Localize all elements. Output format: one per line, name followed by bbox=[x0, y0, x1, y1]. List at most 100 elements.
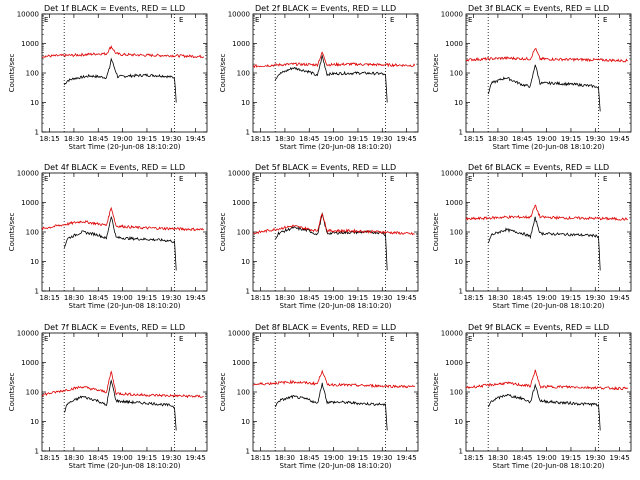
y-axis-label: Counts/sec bbox=[8, 54, 16, 93]
chart-panel: Det 1f BLACK = Events, RED = LLD E E 1 10 100… bbox=[8, 4, 208, 151]
x-tick-label: 19:30 bbox=[161, 454, 181, 462]
corner-marker: E bbox=[255, 335, 259, 343]
x-tick-label: 19:15 bbox=[348, 135, 368, 143]
chart-panel: Det 4f BLACK = Events, RED = LLD E E 1 10 100… bbox=[8, 163, 208, 310]
x-tick-label: 19:15 bbox=[561, 294, 581, 302]
y-tick-label: 1 bbox=[459, 448, 463, 456]
chart-title: Det 8f BLACK = Events, RED = LLD bbox=[255, 323, 396, 332]
x-tick-label: 18:45 bbox=[88, 454, 108, 462]
plot-frame bbox=[41, 13, 208, 133]
y-tick-label: 10000 bbox=[228, 11, 250, 19]
chart-title: Det 3f BLACK = Events, RED = LLD bbox=[468, 4, 609, 13]
y-axis-label: Counts/sec bbox=[432, 213, 440, 252]
y-tick-label: 1000 bbox=[21, 359, 39, 367]
y-tick-label: 10 bbox=[30, 258, 39, 266]
y-tick-label: 10000 bbox=[441, 330, 463, 338]
lld-series-line bbox=[465, 369, 629, 391]
plot-frame bbox=[465, 13, 632, 133]
x-tick-label: 19:15 bbox=[561, 454, 581, 462]
x-tick-label: 19:45 bbox=[610, 454, 630, 462]
corner-marker: E bbox=[390, 16, 394, 24]
corner-marker: E bbox=[179, 335, 183, 343]
corner-marker: E bbox=[44, 16, 48, 24]
y-tick-label: 10000 bbox=[17, 330, 39, 338]
y-axis-label: Counts/sec bbox=[8, 213, 16, 252]
x-tick-label: 19:30 bbox=[372, 294, 392, 302]
corner-marker: E bbox=[390, 335, 394, 343]
lld-series-line bbox=[41, 206, 204, 232]
events-series-line bbox=[63, 215, 177, 271]
x-tick-label: 18:15 bbox=[250, 454, 270, 462]
lld-series-line bbox=[41, 370, 204, 399]
x-axis-label: Start Time (20-Jun-08 18:10:20) bbox=[493, 462, 605, 470]
x-tick-label: 19:30 bbox=[585, 294, 605, 302]
y-tick-label: 100 bbox=[450, 70, 463, 78]
plot-frame bbox=[41, 172, 208, 292]
lld-series-line bbox=[465, 47, 628, 63]
x-tick-label: 19:30 bbox=[161, 135, 181, 143]
chart-title: Det 4f BLACK = Events, RED = LLD bbox=[44, 163, 185, 172]
y-tick-label: 1 bbox=[35, 448, 39, 456]
y-tick-label: 1000 bbox=[445, 359, 463, 367]
y-tick-label: 1 bbox=[246, 129, 250, 137]
lld-series-line bbox=[252, 212, 415, 236]
y-tick-label: 10 bbox=[241, 258, 250, 266]
x-tick-label: 18:15 bbox=[463, 294, 483, 302]
x-tick-label: 19:15 bbox=[348, 454, 368, 462]
x-tick-label: 19:45 bbox=[397, 135, 417, 143]
corner-marker: E bbox=[255, 175, 259, 183]
y-tick-label: 10 bbox=[454, 258, 463, 266]
y-tick-label: 10 bbox=[30, 99, 39, 107]
x-tick-label: 19:45 bbox=[397, 294, 417, 302]
chart-title: Det 2f BLACK = Events, RED = LLD bbox=[255, 4, 396, 13]
events-series-line bbox=[487, 383, 601, 431]
corner-marker: E bbox=[255, 16, 259, 24]
x-tick-label: 18:15 bbox=[39, 135, 59, 143]
y-tick-label: 1000 bbox=[21, 40, 39, 48]
y-tick-label: 100 bbox=[26, 229, 39, 237]
y-tick-label: 1 bbox=[246, 448, 250, 456]
y-tick-label: 1 bbox=[246, 288, 250, 296]
y-tick-label: 1 bbox=[459, 129, 463, 137]
y-tick-label: 10000 bbox=[228, 170, 250, 178]
y-axis-label: Counts/sec bbox=[219, 213, 227, 252]
y-tick-label: 1000 bbox=[445, 40, 463, 48]
chart-panel: Det 2f BLACK = Events, RED = LLD E E 1 10 100… bbox=[219, 4, 419, 151]
lld-series-line bbox=[41, 45, 205, 59]
x-tick-label: 18:30 bbox=[275, 294, 295, 302]
x-tick-label: 19:15 bbox=[137, 294, 157, 302]
x-tick-label: 19:00 bbox=[324, 294, 344, 302]
x-tick-label: 19:30 bbox=[372, 135, 392, 143]
x-tick-label: 19:00 bbox=[113, 135, 133, 143]
y-tick-label: 10 bbox=[241, 418, 250, 426]
x-tick-label: 18:45 bbox=[512, 454, 532, 462]
x-tick-label: 19:30 bbox=[372, 454, 392, 462]
x-tick-label: 19:30 bbox=[585, 454, 605, 462]
chart-panel: Det 7f BLACK = Events, RED = LLD E E 1 10 100… bbox=[8, 323, 208, 470]
corner-marker: E bbox=[44, 175, 48, 183]
y-tick-label: 1000 bbox=[445, 199, 463, 207]
corner-marker: E bbox=[44, 335, 48, 343]
x-tick-label: 18:30 bbox=[64, 454, 84, 462]
lld-series-line bbox=[465, 204, 629, 221]
chart-panel: Det 8f BLACK = Events, RED = LLD E E 1 10 100… bbox=[219, 323, 419, 470]
y-tick-label: 100 bbox=[26, 389, 39, 397]
y-axis-label: Counts/sec bbox=[219, 54, 227, 93]
y-tick-label: 100 bbox=[237, 70, 250, 78]
y-tick-label: 10 bbox=[241, 99, 250, 107]
x-tick-label: 19:00 bbox=[537, 454, 557, 462]
x-tick-label: 19:45 bbox=[397, 454, 417, 462]
y-tick-label: 100 bbox=[237, 229, 250, 237]
plot-frame bbox=[41, 332, 208, 452]
y-axis-label: Counts/sec bbox=[8, 373, 16, 412]
x-tick-label: 18:45 bbox=[299, 135, 319, 143]
x-axis-label: Start Time (20-Jun-08 18:10:20) bbox=[493, 143, 605, 151]
y-tick-label: 1000 bbox=[232, 199, 250, 207]
x-tick-label: 18:45 bbox=[299, 454, 319, 462]
y-tick-label: 1000 bbox=[232, 359, 250, 367]
y-tick-label: 1 bbox=[35, 288, 39, 296]
x-tick-label: 18:30 bbox=[64, 294, 84, 302]
y-tick-label: 100 bbox=[237, 389, 250, 397]
y-axis-label: Counts/sec bbox=[219, 373, 227, 412]
y-tick-label: 10000 bbox=[228, 330, 250, 338]
